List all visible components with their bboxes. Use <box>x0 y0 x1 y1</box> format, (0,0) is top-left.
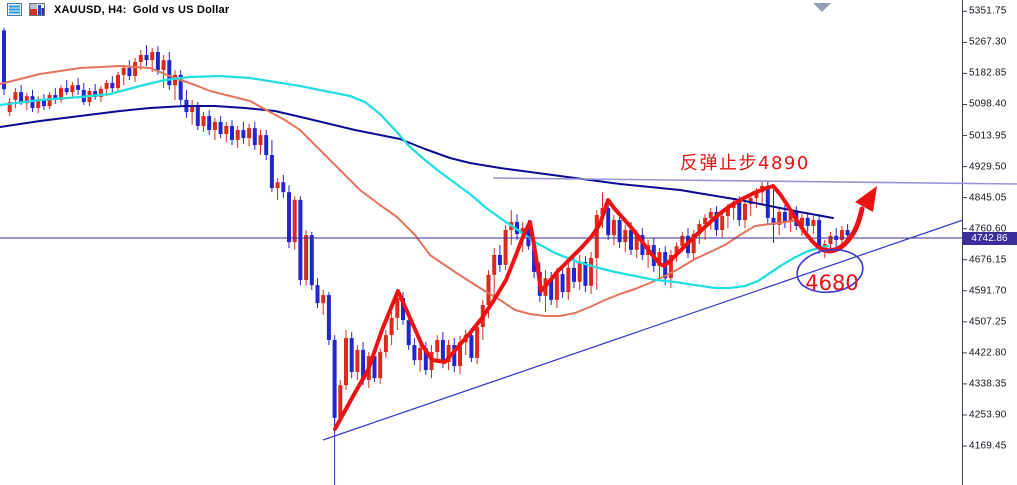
price-scale-label: 4253.90 <box>969 409 1007 421</box>
price-scale-label: 5013.95 <box>969 130 1007 142</box>
symbol-title: XAUUSD, H4: Gold vs US Dollar <box>54 4 230 16</box>
price-scale-label: 4760.60 <box>969 223 1007 235</box>
price-scale-label: 4929.50 <box>969 161 1007 173</box>
price-scale-label: 4422.80 <box>969 347 1007 359</box>
price-scale-label: 4338.35 <box>969 378 1007 390</box>
price-scale-label: 4676.15 <box>969 254 1007 266</box>
mini-chart-icon <box>29 3 45 21</box>
price-scale-label: 5182.85 <box>969 67 1007 79</box>
price-scale-label: 4845.05 <box>969 192 1007 204</box>
scroll-to-end-marker[interactable] <box>810 0 834 18</box>
price-scale-label: 5267.30 <box>969 36 1007 48</box>
price-scale-label: 5351.75 <box>969 5 1007 17</box>
price-scale-label: 4169.45 <box>969 440 1007 452</box>
price-tag: 4742.86 <box>962 231 1017 245</box>
chart-header: XAUUSD, H4: Gold vs US Dollar <box>0 0 229 21</box>
price-scale-label: 4591.70 <box>969 285 1007 297</box>
price-scale-label: 5098.40 <box>969 98 1007 110</box>
grid-list-icon <box>7 3 22 21</box>
resistance-annotation[interactable]: 反弹止步4890 <box>680 153 810 174</box>
price-scale-label: 4507.25 <box>969 316 1007 328</box>
circled-low-label[interactable]: 4680 <box>805 271 859 295</box>
